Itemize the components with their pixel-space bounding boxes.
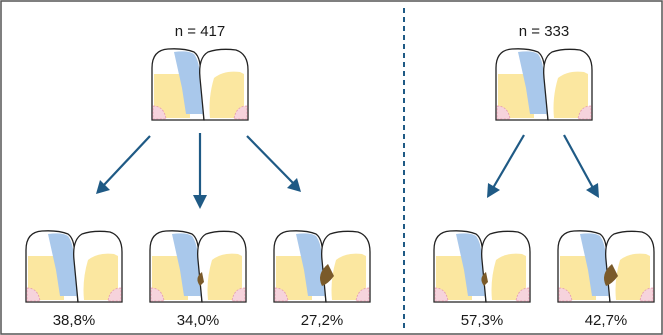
group-2-n-label: n = 333 [518,23,570,40]
lesion-small [481,272,488,286]
arrow-head [287,178,301,192]
arrow-head [96,180,110,194]
outcome-3-percent: 27,2% [300,312,344,329]
arrow-head [193,195,207,209]
group-1-n-label: n = 417 [174,23,226,40]
lesion-small [197,272,204,286]
lesion-large [320,264,334,286]
outcome-1-percent: 38,8% [52,312,96,329]
arrow-head [487,183,500,198]
arrow-head [586,183,599,198]
outcome-teeth-4 [433,230,531,303]
outcome-teeth-2 [149,230,247,303]
tooth-pair-icon [495,48,593,121]
outcome-teeth-3 [273,230,371,303]
outcome-5-percent: 42,7% [584,312,628,329]
outcome-teeth-5 [557,230,655,303]
tooth-pair-icon [151,48,249,121]
arrow-down-icon [492,134,525,189]
arrow-down-icon [563,134,594,189]
lesion-large [604,264,618,286]
outcome-teeth-1 [25,230,123,303]
outcome-4-percent: 57,3% [460,312,504,329]
arrow-down-icon [246,135,295,185]
outcome-2-percent: 34,0% [176,312,220,329]
arrow-down-icon [102,135,151,187]
